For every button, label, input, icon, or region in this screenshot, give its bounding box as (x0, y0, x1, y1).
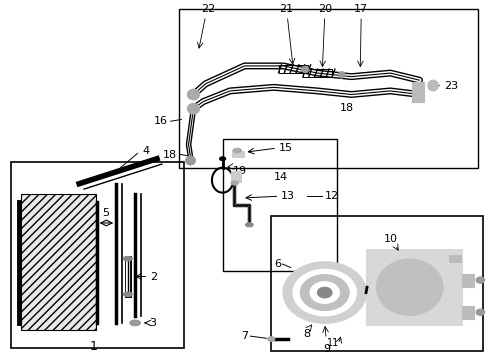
Ellipse shape (185, 156, 195, 165)
Text: 4: 4 (142, 145, 149, 156)
Text: 20: 20 (317, 4, 331, 14)
Circle shape (317, 287, 331, 298)
Bar (366, 250, 461, 325)
Bar (448, 255, 460, 262)
Ellipse shape (245, 222, 253, 227)
Circle shape (292, 269, 356, 316)
Bar (230, 171, 240, 182)
Ellipse shape (267, 337, 274, 341)
Text: 14: 14 (273, 172, 287, 181)
Ellipse shape (232, 148, 241, 153)
Text: 7: 7 (241, 331, 248, 341)
Text: 18: 18 (339, 103, 353, 113)
Ellipse shape (337, 72, 345, 78)
Circle shape (309, 282, 339, 303)
Text: 12: 12 (324, 191, 338, 201)
Text: 23: 23 (443, 81, 457, 91)
Text: 16: 16 (153, 116, 167, 126)
Ellipse shape (129, 320, 140, 326)
Text: 5: 5 (102, 208, 109, 218)
Text: 3: 3 (149, 318, 156, 328)
Text: 21: 21 (278, 4, 292, 14)
Ellipse shape (219, 157, 225, 161)
Ellipse shape (123, 292, 132, 297)
Ellipse shape (123, 257, 132, 261)
Text: 2: 2 (149, 271, 157, 282)
Ellipse shape (187, 89, 199, 100)
Bar (278, 65, 307, 73)
Text: 10: 10 (383, 234, 397, 244)
Bar (271, 216, 482, 351)
Bar (461, 306, 473, 319)
Text: 19: 19 (232, 166, 246, 176)
Text: 18: 18 (163, 150, 177, 160)
Text: 15: 15 (278, 143, 292, 153)
Circle shape (283, 262, 366, 323)
Text: 13: 13 (281, 191, 294, 201)
Text: 1: 1 (90, 340, 98, 353)
Bar (222, 139, 336, 271)
Ellipse shape (187, 103, 199, 114)
Text: 22: 22 (201, 4, 215, 14)
Ellipse shape (230, 181, 238, 185)
Bar (232, 150, 244, 157)
Bar (179, 9, 477, 168)
Circle shape (300, 275, 348, 310)
Bar (302, 69, 331, 77)
Ellipse shape (427, 80, 438, 91)
Ellipse shape (475, 309, 484, 315)
Bar (411, 82, 424, 102)
Ellipse shape (475, 277, 484, 283)
Bar (461, 274, 473, 287)
Text: 11: 11 (326, 338, 338, 348)
Text: 17: 17 (353, 4, 367, 14)
Bar (11, 162, 183, 348)
Ellipse shape (301, 66, 308, 73)
Text: 8: 8 (303, 329, 310, 339)
Text: 9: 9 (323, 344, 330, 354)
Text: 6: 6 (273, 259, 281, 269)
Polygon shape (21, 194, 96, 330)
Ellipse shape (376, 259, 442, 315)
